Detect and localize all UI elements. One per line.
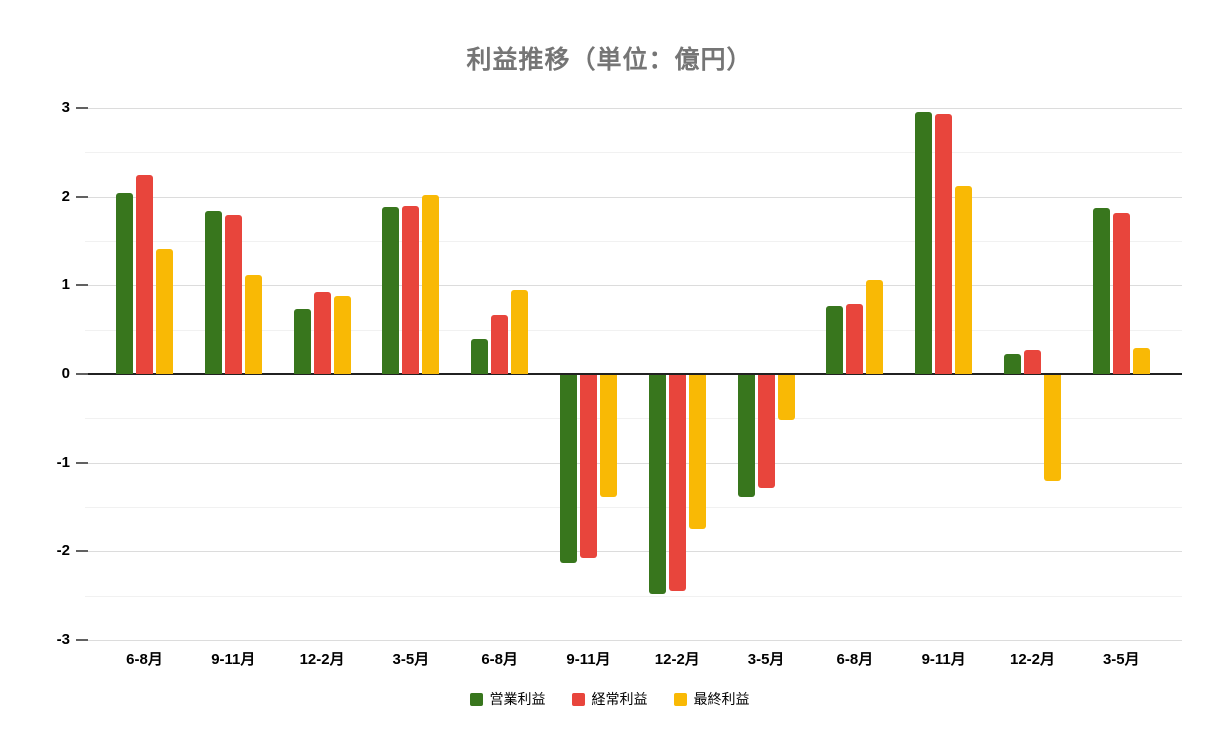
gridline bbox=[85, 329, 1182, 331]
y-axis-label: -1 bbox=[56, 453, 70, 471]
gridline bbox=[85, 640, 1182, 641]
x-axis-label: 12-2月 bbox=[299, 651, 345, 668]
bar bbox=[382, 207, 400, 374]
bar bbox=[402, 206, 420, 374]
bar bbox=[915, 111, 933, 374]
y-axis-label: 0 bbox=[61, 365, 70, 382]
bar bbox=[491, 315, 509, 374]
bar bbox=[224, 215, 242, 374]
y-axis-label: 2 bbox=[61, 187, 70, 205]
bar bbox=[668, 375, 686, 592]
y-axis-tick bbox=[76, 550, 88, 553]
bar bbox=[313, 291, 331, 374]
bar bbox=[826, 305, 844, 374]
x-axis-label: 9-11月 bbox=[566, 651, 611, 668]
x-axis-label: 3-5月 bbox=[392, 651, 430, 668]
bar bbox=[511, 289, 529, 374]
y-axis-label: -2 bbox=[56, 542, 70, 560]
bar bbox=[688, 375, 706, 530]
bar bbox=[600, 375, 617, 498]
bar bbox=[422, 194, 440, 374]
bar bbox=[846, 303, 864, 374]
legend-swatch bbox=[673, 692, 687, 706]
x-axis-label: 3-5月 bbox=[1102, 651, 1140, 668]
x-axis-label: 6-8月 bbox=[836, 651, 874, 668]
legend-label: 営業利益 bbox=[489, 691, 546, 707]
bar bbox=[1044, 375, 1061, 481]
bar bbox=[757, 375, 775, 489]
gridline bbox=[85, 462, 1182, 464]
bar bbox=[116, 193, 133, 374]
gridline bbox=[85, 152, 1182, 154]
x-axis-label: 9-11月 bbox=[211, 651, 256, 668]
bar bbox=[1024, 350, 1041, 374]
bar bbox=[333, 295, 351, 374]
legend: 営業利益 経常利益 最終利益 bbox=[0, 691, 1219, 707]
x-axis-label: 6-8月 bbox=[481, 651, 519, 668]
x-axis-label: 12-2月 bbox=[654, 651, 700, 668]
y-axis-tick bbox=[76, 195, 88, 198]
bar bbox=[156, 248, 173, 374]
legend-item: 経常利益 bbox=[571, 691, 648, 707]
bar bbox=[293, 309, 311, 374]
bar bbox=[955, 186, 973, 374]
legend-swatch bbox=[469, 692, 483, 706]
y-axis-tick bbox=[76, 373, 88, 375]
y-axis-label: 1 bbox=[61, 276, 70, 294]
x-axis-label: 6-8月 bbox=[126, 651, 163, 668]
bar bbox=[204, 210, 222, 374]
x-axis-label: 3-5月 bbox=[747, 651, 785, 668]
gridline bbox=[85, 507, 1182, 508]
legend-label: 最終利益 bbox=[693, 691, 750, 707]
legend-item: 最終利益 bbox=[673, 691, 750, 707]
x-axis-label: 9-11月 bbox=[921, 651, 966, 668]
gridline bbox=[85, 240, 1182, 242]
bar bbox=[1004, 353, 1021, 374]
bar bbox=[866, 280, 884, 374]
legend-item: 営業利益 bbox=[469, 691, 546, 707]
bar bbox=[777, 375, 795, 421]
gridline bbox=[85, 285, 1182, 287]
gridline bbox=[85, 551, 1182, 553]
gridline bbox=[85, 107, 1182, 109]
y-axis-tick bbox=[76, 461, 88, 464]
bar bbox=[580, 375, 597, 558]
bar bbox=[935, 114, 953, 374]
bar bbox=[471, 338, 489, 374]
y-axis-label: 3 bbox=[61, 98, 70, 116]
legend-label: 経常利益 bbox=[591, 691, 648, 707]
gridline bbox=[85, 418, 1182, 420]
gridline bbox=[85, 196, 1182, 198]
bar bbox=[1132, 348, 1150, 374]
legend-swatch bbox=[571, 692, 585, 706]
bar bbox=[560, 375, 577, 563]
x-axis-zero-line bbox=[85, 373, 1182, 375]
bar bbox=[136, 175, 153, 374]
bar bbox=[244, 274, 262, 374]
gridline bbox=[85, 595, 1182, 597]
chart-title: 利益推移（単位：億円） bbox=[466, 46, 753, 74]
y-axis-tick bbox=[76, 106, 88, 109]
bar bbox=[737, 375, 755, 498]
bar bbox=[1092, 208, 1110, 374]
bar bbox=[648, 375, 666, 594]
bar bbox=[1112, 212, 1130, 374]
y-axis-label: -3 bbox=[56, 631, 70, 648]
y-axis-tick bbox=[76, 284, 88, 287]
x-axis-label: 12-2月 bbox=[1009, 651, 1056, 668]
y-axis-tick bbox=[76, 639, 88, 641]
